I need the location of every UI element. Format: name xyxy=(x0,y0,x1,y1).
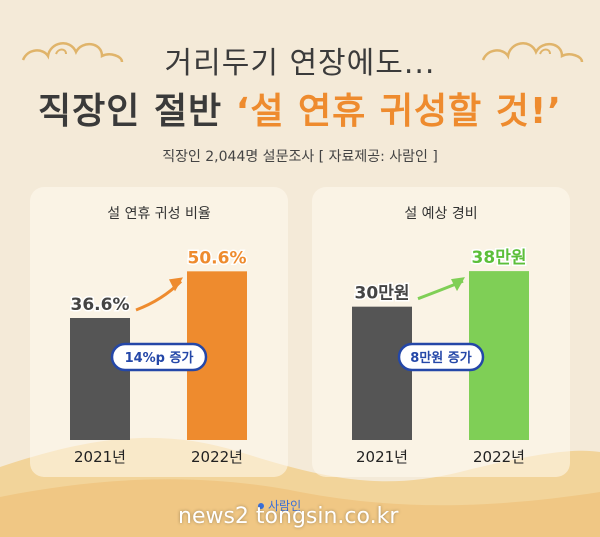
headline-accent-part: ‘설 연휴 귀성할 것!’ xyxy=(235,91,562,132)
survey-subtitle: 직장인 2,044명 설문조사 [ 자료제공: 사람인 ] xyxy=(162,149,438,165)
saramin-logo: 사람인 xyxy=(258,497,301,514)
category-label: 2022년 xyxy=(473,448,525,466)
watermark-text: news2 tongsin.co.kr xyxy=(178,504,399,529)
chart-panel-cost: 설 예상 경비 30만원 2021년 38만원 2022년 8만원 증가 xyxy=(312,187,570,477)
chart-title: 설 예상 경비 xyxy=(404,206,478,222)
logo-dot-icon xyxy=(258,502,264,509)
arrow-head-icon xyxy=(169,277,183,292)
cloud-left-icon xyxy=(21,42,124,63)
bar-chart-ratio: 36.6% 2021년 50.6% 2022년 14%p 증가 xyxy=(69,247,248,466)
headline-line-2: 직장인 절반 ‘설 연휴 귀성할 것!’ xyxy=(0,82,600,134)
increase-annotation: 14%p 증가 xyxy=(125,351,194,366)
increase-badge xyxy=(110,342,208,372)
increase-badge xyxy=(397,342,485,372)
category-label: 2022년 xyxy=(191,448,243,466)
headline-dark-part: 직장인 절반 xyxy=(38,91,236,132)
headline-line-1: 거리두기 연장에도... xyxy=(164,46,436,81)
value-label: 50.6% xyxy=(188,248,247,268)
cloud-right-icon xyxy=(481,42,584,63)
increase-annotation: 8만원 증가 xyxy=(410,350,471,366)
value-label: 38만원 xyxy=(472,248,527,268)
chart-panel-ratio: 설 연휴 귀성 비율 36.6% 2021년 50.6% 2022년 14%p 증가 xyxy=(30,187,288,477)
chart-title: 설 연휴 귀성 비율 xyxy=(107,206,211,222)
bar xyxy=(70,318,130,440)
value-label: 30만원 xyxy=(355,284,410,304)
category-label: 2021년 xyxy=(356,448,408,466)
category-label: 2021년 xyxy=(74,448,126,466)
bar xyxy=(352,306,412,440)
bar-chart-cost: 30만원 2021년 38만원 2022년 8만원 증가 xyxy=(352,247,529,466)
value-label: 36.6% xyxy=(71,295,130,315)
arrow-head-icon xyxy=(451,277,465,292)
